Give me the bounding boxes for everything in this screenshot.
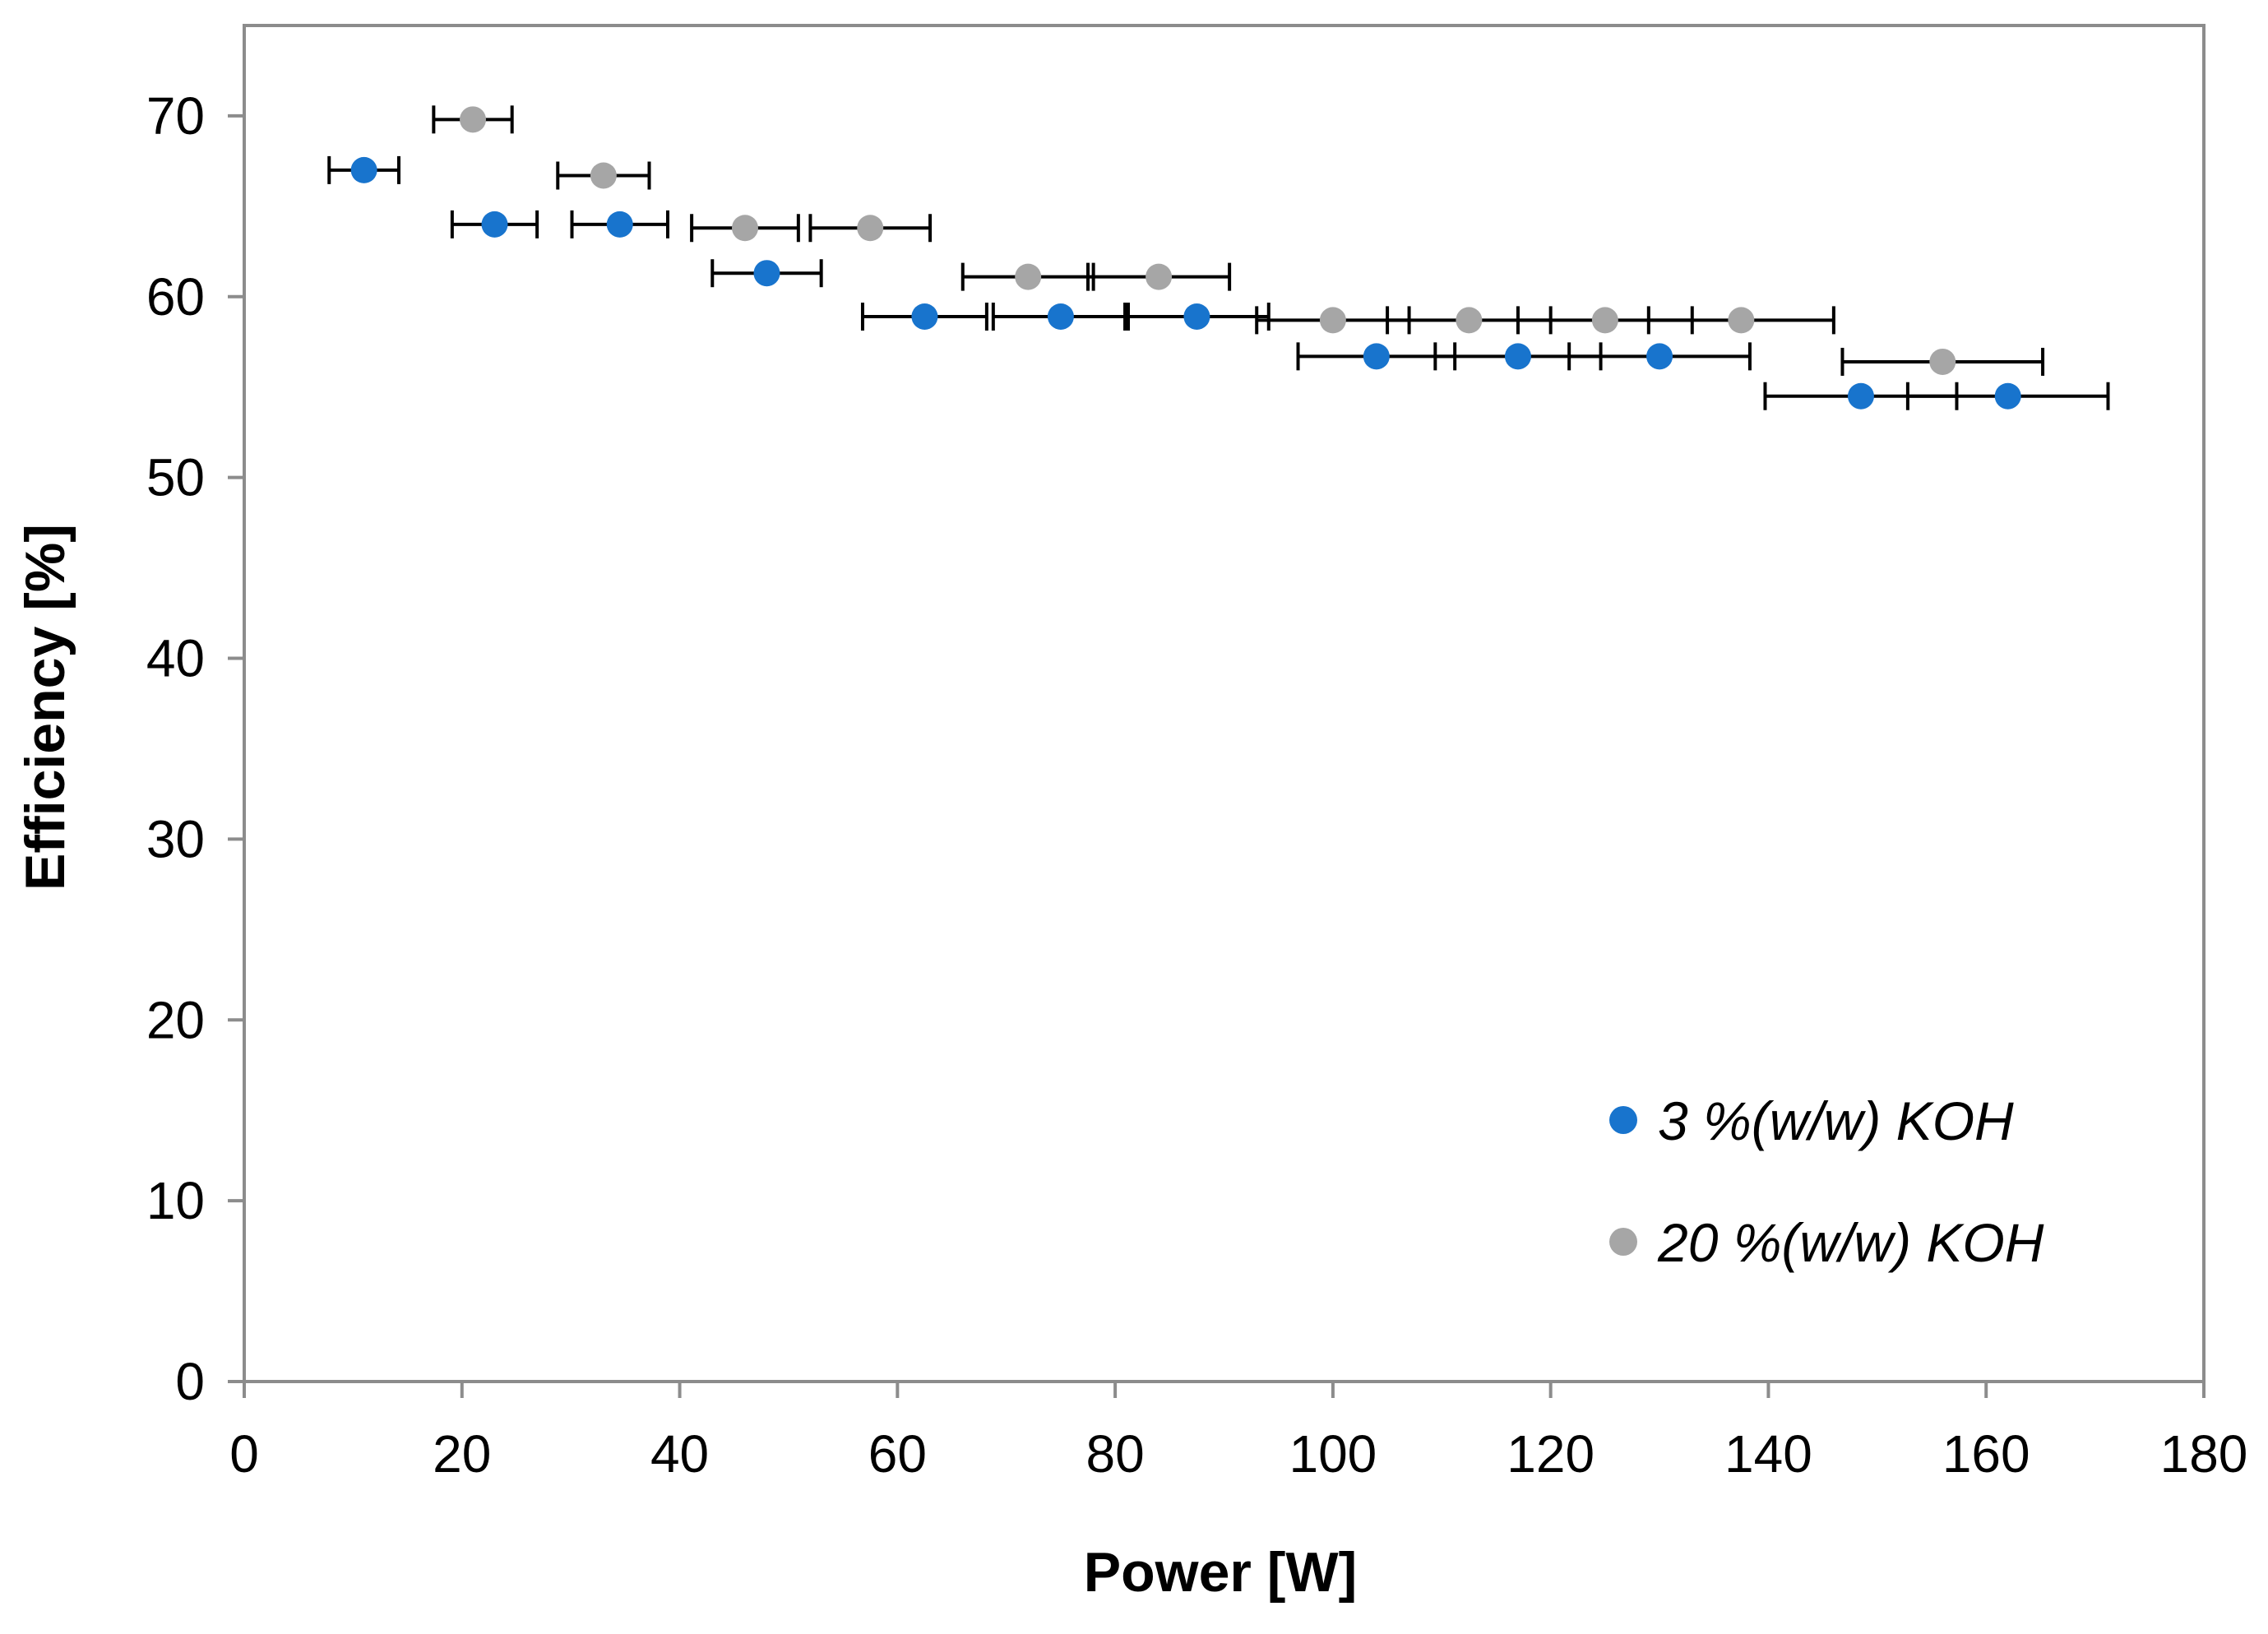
x-tick-label: 60 <box>868 1424 927 1484</box>
x-tick-label: 140 <box>1724 1424 1812 1484</box>
data-point <box>1591 307 1618 334</box>
series-koh-20 <box>432 105 2045 376</box>
data-point <box>753 260 780 287</box>
y-axis-title: Efficiency [%] <box>14 524 76 891</box>
data-point <box>1847 382 1874 410</box>
data-point <box>1504 343 1531 370</box>
x-axis-title: Power [W] <box>1084 1541 1357 1604</box>
data-point <box>1929 348 1956 375</box>
series-koh-3 <box>327 155 2110 410</box>
x-tick-label: 120 <box>1507 1424 1595 1484</box>
y-tick-label: 60 <box>146 267 205 326</box>
y-tick-label: 0 <box>175 1352 205 1411</box>
data-point <box>590 162 617 189</box>
x-tick-label: 160 <box>1942 1424 2030 1484</box>
data-point <box>1646 343 1673 370</box>
x-tick-label: 180 <box>2160 1424 2248 1484</box>
data-point <box>1047 303 1074 330</box>
data-point <box>1146 263 1173 290</box>
data-point <box>460 106 487 133</box>
data-point <box>1728 307 1755 334</box>
data-point <box>1363 343 1390 370</box>
data-point <box>350 156 377 183</box>
x-tick-label: 100 <box>1289 1424 1377 1484</box>
y-tick-label: 30 <box>146 809 205 868</box>
axes: 0 20 40 60 80 100 120 140 160 180 0 10 20 30 40 50 60 70 <box>146 24 2248 1484</box>
legend-label: 3 %(w/w) KOH <box>1658 1090 2014 1151</box>
y-tick-label: 20 <box>146 990 205 1049</box>
y-tick-label: 10 <box>146 1171 205 1230</box>
y-tick-label: 40 <box>146 629 205 688</box>
x-tick-label: 0 <box>229 1424 259 1484</box>
data-point <box>481 211 508 238</box>
data-point <box>1183 303 1210 330</box>
y-tick-label: 50 <box>146 448 205 507</box>
data-point <box>857 215 884 242</box>
data-point <box>1015 263 1042 290</box>
data-point <box>606 211 633 238</box>
legend-marker <box>1609 1106 1637 1134</box>
y-tick-label: 70 <box>146 86 205 146</box>
legend: 3 %(w/w) KOH 20 %(w/w) KOH <box>1609 1090 2044 1273</box>
data-point <box>731 215 758 242</box>
x-tick-label: 20 <box>433 1424 491 1484</box>
x-tick-label: 80 <box>1086 1424 1145 1484</box>
data-point <box>1456 307 1483 334</box>
plot-frame <box>243 24 2206 1383</box>
x-tick-label: 40 <box>650 1424 709 1484</box>
plot-area <box>327 105 2110 410</box>
legend-marker <box>1609 1228 1637 1256</box>
data-point <box>1319 307 1346 334</box>
data-point <box>911 303 938 330</box>
data-point <box>1994 382 2021 410</box>
legend-label: 20 %(w/w) KOH <box>1657 1212 2044 1273</box>
